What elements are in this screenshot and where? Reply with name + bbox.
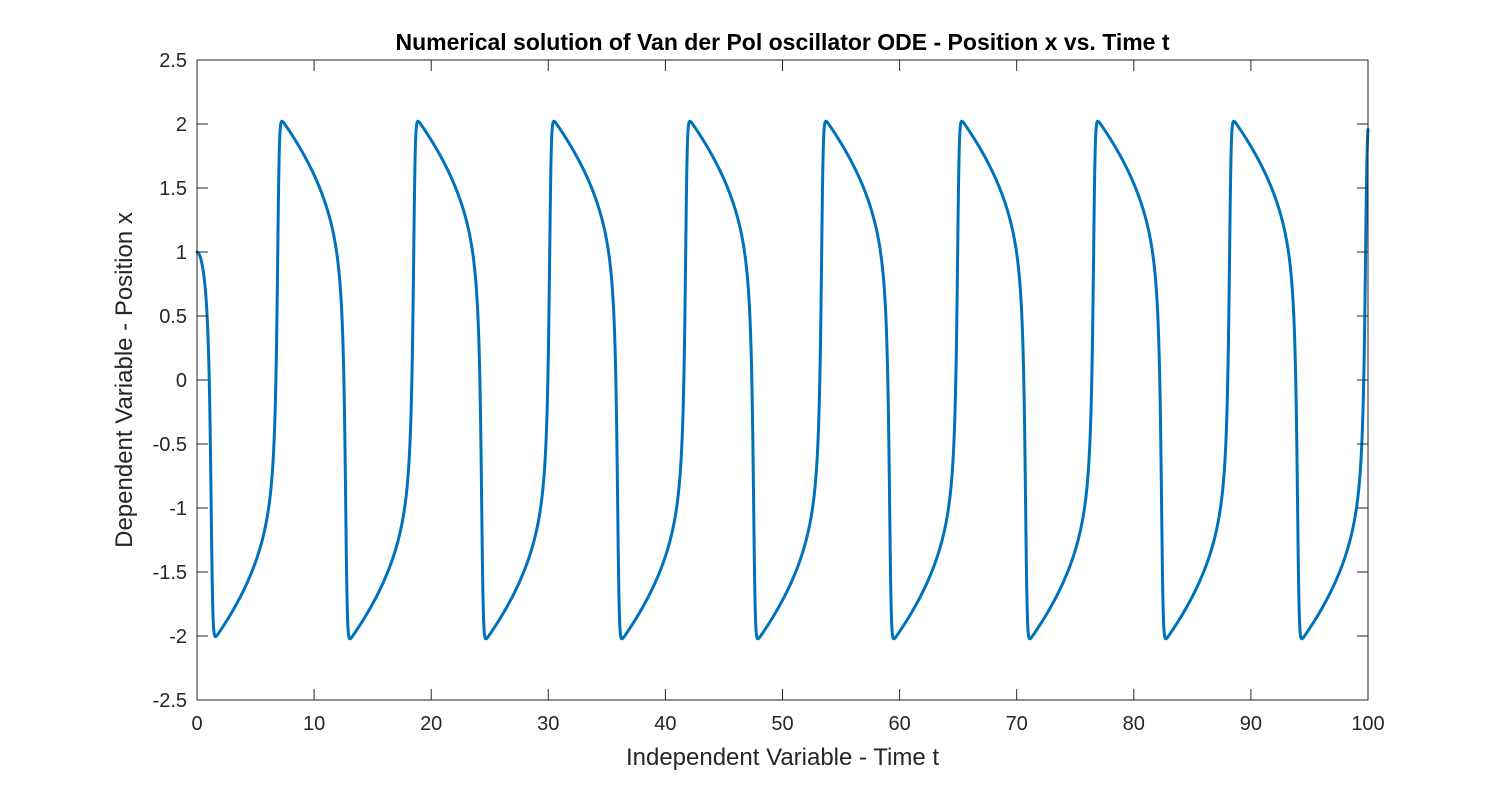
chart-title: Numerical solution of Van der Pol oscill…	[395, 29, 1169, 55]
x-tick-label: 70	[1006, 713, 1028, 735]
y-tick-label: 0.5	[159, 306, 187, 328]
y-tick-label: -2.5	[153, 690, 187, 712]
x-tick-label: 10	[303, 713, 325, 735]
y-tick-label: -0.5	[153, 434, 187, 456]
y-tick-label: -1.5	[153, 562, 187, 584]
series-line	[195, 119, 1370, 641]
plot-area	[197, 60, 1368, 700]
y-tick-label: -2	[169, 626, 187, 648]
x-tick-label: 20	[420, 713, 442, 735]
x-tick-label: 0	[191, 713, 202, 735]
x-tick-label: 90	[1240, 713, 1262, 735]
y-tick-label: 0	[176, 370, 187, 392]
y-tick-label: 1	[176, 242, 187, 264]
x-tick-label: 30	[537, 713, 559, 735]
y-tick-label: 2	[176, 114, 187, 136]
y-tick-label: 1.5	[159, 178, 187, 200]
x-tick-label: 80	[1123, 713, 1145, 735]
x-axis-label: Independent Variable - Time t	[626, 744, 939, 771]
y-axis-label: Dependent Variable - Position x	[111, 212, 138, 548]
x-tick-label: 50	[771, 713, 793, 735]
x-tick-label: 40	[654, 713, 676, 735]
y-tick-label: -1	[169, 498, 187, 520]
axes-layer: 0 10 20 30 40 50 60 70 80 90 100 -2.5 -2 -1.5 -1 -0.5 0 0…	[153, 50, 1385, 735]
x-tick-label: 100	[1351, 713, 1384, 735]
y-tick-label: 2.5	[159, 50, 187, 72]
x-tick-label: 60	[888, 713, 910, 735]
series-layer	[195, 119, 1370, 641]
